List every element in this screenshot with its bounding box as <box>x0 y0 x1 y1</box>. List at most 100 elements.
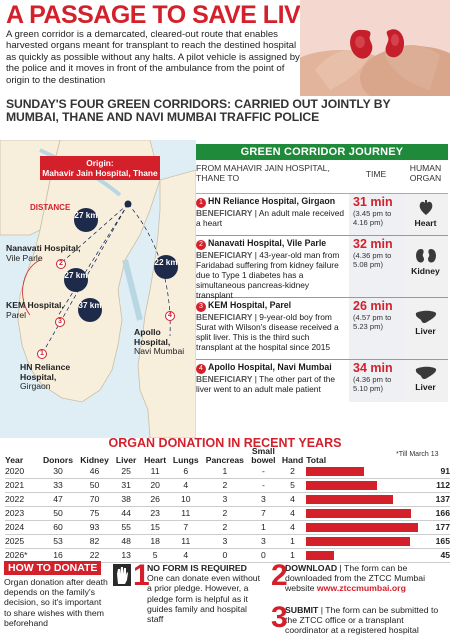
table-cell: 44 <box>111 506 141 521</box>
table-cell: 1 <box>278 548 307 563</box>
journey-row: 4 Apollo Hospital, Navi Mumbai BENEFICIAR… <box>196 360 448 402</box>
table-row: 2024 60 93 55 15 7 2 1 4 177 <box>5 520 450 535</box>
total-value: 112 <box>432 478 450 493</box>
table-cell: 4 <box>169 548 202 563</box>
journey-time-range: (3.45 pm to 4.16 pm) <box>353 209 392 227</box>
journey-time-range: (4.57 pm to 5.23 pm) <box>353 313 392 331</box>
table-cell: 0 <box>247 548 279 563</box>
table-cell: 2022 <box>5 492 39 507</box>
table-cell: 55 <box>111 520 141 535</box>
ztcc-website-link[interactable]: www.ztccmumbai.org <box>316 583 406 594</box>
total-value: 165 <box>432 534 450 549</box>
journey-time-range: (4.36 pm to 5.10 pm) <box>353 375 392 393</box>
table-cell: 6 <box>169 465 202 479</box>
beneficiary-text: | An adult male received a heart <box>196 208 345 228</box>
table-cell: 2 <box>201 520 248 535</box>
step-2-text: | The form can be downloaded from the ZT… <box>285 563 426 594</box>
step-1: 1 NO FORM IS REQUIRED One can donate eve… <box>133 561 265 625</box>
total-value: 137 <box>432 492 450 507</box>
origin-label: Origin: <box>86 158 114 168</box>
donation-header-row: Year Donors Kidney Liver Heart Lungs Pan… <box>5 446 450 466</box>
table-cell: 93 <box>77 520 112 535</box>
table-cell: 30 <box>38 465 78 479</box>
subtitle: SUNDAY'S FOUR GREEN CORRIDORS: CARRIED O… <box>6 97 391 124</box>
step-3: 3 SUBMIT | The form can be submitted to … <box>271 601 447 636</box>
map-marker-1: 1 <box>37 349 47 359</box>
table-cell: 50 <box>77 478 112 493</box>
table-cell: 2025 <box>5 534 39 549</box>
table-cell: 13 <box>111 548 141 563</box>
col-total: Total <box>306 455 327 465</box>
journey-row: 2 Nanavati Hospital, Vile Parle BENEFICIA… <box>196 236 448 300</box>
total-bar-cell <box>306 548 433 563</box>
beneficiary-text: | 43-year-old man from Faridabad sufferi… <box>196 250 340 300</box>
table-row: 2026* 16 22 13 5 4 0 0 1 45 <box>5 548 450 563</box>
raised-hand-icon <box>113 564 131 586</box>
table-cell: 2 <box>201 478 248 493</box>
table-cell: 2 <box>201 506 248 521</box>
distance-badge-2: 27 km <box>64 268 88 292</box>
table-cell: 4 <box>278 492 307 507</box>
organ-label: Heart <box>414 218 437 228</box>
total-value: 177 <box>432 520 450 535</box>
total-bar-cell <box>306 492 433 507</box>
kidney-organ-icon <box>415 249 436 263</box>
table-row: 2023 50 75 44 23 11 2 7 4 166 <box>5 506 450 521</box>
total-bar <box>306 523 419 533</box>
beneficiary-text: | 9-year-old boy from Surat with Wilson'… <box>196 312 339 352</box>
total-bar <box>306 495 394 505</box>
beneficiary-text: | The other part of the liver went to an… <box>196 374 336 394</box>
step-2-heading: DOWNLOAD <box>285 563 338 573</box>
step-3-number: 3 <box>271 601 288 634</box>
page-title: A PASSAGE TO SAVE LIVES <box>6 1 333 29</box>
organ-label: Kidney <box>411 266 440 276</box>
step-3-text: | The form can be submitted to the ZTCC … <box>285 605 439 636</box>
table-cell: 50 <box>38 506 78 521</box>
journey-row-number: 4 <box>196 364 206 374</box>
table-row: 2020 30 46 25 11 6 1-2 91 <box>5 465 450 479</box>
table-cell: 0 <box>201 548 248 563</box>
col-lungs: Lungs <box>172 455 199 465</box>
table-cell: 20 <box>140 478 170 493</box>
mumbai-map <box>0 140 196 438</box>
table-cell: 1 <box>201 465 248 479</box>
table-cell: 7 <box>169 520 202 535</box>
distance-badge-1: 27 km <box>74 208 98 232</box>
donation-note: *Till March 13 <box>396 451 439 458</box>
table-cell: 23 <box>140 506 170 521</box>
table-cell: 11 <box>140 465 170 479</box>
organ-label: Liver <box>415 382 436 392</box>
journey-time: 32 min <box>353 237 393 251</box>
col-small-bowel: Small bowel <box>251 446 276 465</box>
total-bar-cell <box>306 465 433 479</box>
col-kidney: Kidney <box>80 455 109 465</box>
journey-time-range: (4.36 pm to 5.08 pm) <box>353 251 392 269</box>
donation-table: Year Donors Kidney Liver Heart Lungs Pan… <box>5 447 450 563</box>
col-pancreas: Pancreas <box>205 455 244 465</box>
table-cell: 4 <box>169 478 202 493</box>
liver-organ-icon <box>415 310 436 324</box>
total-bar-cell <box>306 478 433 493</box>
table-cell: 26 <box>140 492 170 507</box>
table-cell: 48 <box>111 534 141 549</box>
journey-panel: GREEN CORRIDOR JOURNEY FROM MAHAVIR JAIN… <box>196 144 448 402</box>
table-cell: 4 <box>278 520 307 535</box>
journey-col-from: FROM MAHAVIR JAIN HOSPITAL, THANE TO <box>196 163 330 183</box>
journey-time: 34 min <box>353 361 393 375</box>
table-cell: 4 <box>278 506 307 521</box>
journey-hospital: Nanavati Hospital, Vile Parle <box>208 238 327 248</box>
table-cell: 2020 <box>5 465 39 479</box>
table-cell: 10 <box>169 492 202 507</box>
map-marker-2: 2 <box>56 259 66 269</box>
table-cell: 15 <box>140 520 170 535</box>
total-bar <box>306 509 412 519</box>
journey-hospital: Apollo Hospital, Navi Mumbai <box>208 362 332 372</box>
journey-row: 3 KEM Hospital, Parel BENEFICIARY | 9-yea… <box>196 298 448 360</box>
table-cell: 70 <box>77 492 112 507</box>
table-cell: 5 <box>278 478 307 493</box>
map-label-kem: KEM Hospital, Parel <box>6 300 64 320</box>
origin-name: Mahavir Jain Hospital, Thane <box>42 168 158 178</box>
table-cell: 25 <box>111 465 141 479</box>
table-cell: - <box>247 465 279 479</box>
table-cell: 5 <box>140 548 170 563</box>
